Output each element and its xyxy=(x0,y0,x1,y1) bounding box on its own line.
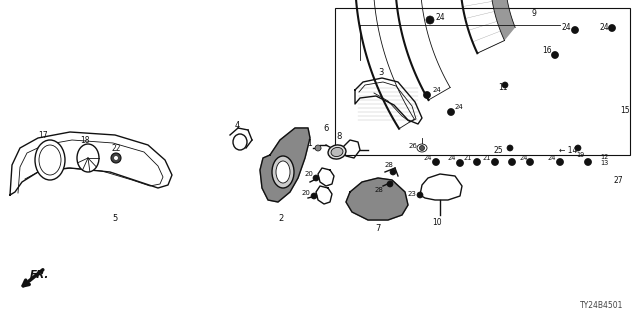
Circle shape xyxy=(456,159,463,166)
Circle shape xyxy=(507,145,513,151)
Circle shape xyxy=(417,192,423,198)
Circle shape xyxy=(572,27,579,34)
Ellipse shape xyxy=(39,145,61,175)
Circle shape xyxy=(474,158,481,165)
Text: 24: 24 xyxy=(455,104,464,110)
Ellipse shape xyxy=(77,144,99,172)
Circle shape xyxy=(315,145,321,151)
Bar xyxy=(335,8,630,155)
Text: 20: 20 xyxy=(302,190,311,196)
Text: 17: 17 xyxy=(38,131,47,140)
Ellipse shape xyxy=(272,156,294,188)
Text: ← 14: ← 14 xyxy=(559,146,577,155)
Text: 24: 24 xyxy=(424,155,433,161)
Text: 12: 12 xyxy=(600,154,609,160)
Ellipse shape xyxy=(331,148,343,156)
Text: 6: 6 xyxy=(323,124,328,132)
Polygon shape xyxy=(346,178,408,220)
Text: 24: 24 xyxy=(548,155,557,161)
Text: 21: 21 xyxy=(483,155,492,161)
Text: 24: 24 xyxy=(520,155,529,161)
Circle shape xyxy=(609,25,616,31)
Text: 1: 1 xyxy=(307,139,312,148)
Text: TY24B4501: TY24B4501 xyxy=(580,301,623,310)
Polygon shape xyxy=(260,128,310,202)
Text: 11: 11 xyxy=(498,83,508,92)
Circle shape xyxy=(509,158,515,165)
Circle shape xyxy=(502,82,508,88)
Text: 24: 24 xyxy=(562,22,572,31)
Text: 13: 13 xyxy=(600,160,608,166)
Text: 3: 3 xyxy=(378,68,383,76)
Ellipse shape xyxy=(328,145,346,159)
Circle shape xyxy=(311,193,317,199)
Text: 21: 21 xyxy=(464,155,472,161)
Text: 24: 24 xyxy=(600,22,610,31)
Circle shape xyxy=(557,158,563,165)
Ellipse shape xyxy=(417,144,427,152)
Circle shape xyxy=(433,158,440,165)
Circle shape xyxy=(527,158,534,165)
Text: 9: 9 xyxy=(531,9,536,18)
Circle shape xyxy=(552,52,559,59)
Text: 24: 24 xyxy=(448,155,456,161)
Text: 16: 16 xyxy=(542,45,552,54)
Text: 4: 4 xyxy=(235,121,240,130)
Circle shape xyxy=(114,156,118,160)
Text: 23: 23 xyxy=(408,191,417,197)
Text: FR.: FR. xyxy=(30,270,49,280)
Text: 22: 22 xyxy=(112,143,122,153)
Ellipse shape xyxy=(35,140,65,180)
Text: 20: 20 xyxy=(305,171,314,177)
Text: 7: 7 xyxy=(375,223,380,233)
Circle shape xyxy=(492,158,499,165)
Circle shape xyxy=(313,175,319,181)
Circle shape xyxy=(426,16,434,24)
Text: 26: 26 xyxy=(409,143,418,149)
Text: 28: 28 xyxy=(385,162,394,168)
Circle shape xyxy=(447,108,454,116)
Text: 15: 15 xyxy=(620,106,630,115)
Circle shape xyxy=(387,181,393,187)
Circle shape xyxy=(111,153,121,163)
Text: 10: 10 xyxy=(432,218,442,227)
Circle shape xyxy=(424,92,431,99)
Text: 27: 27 xyxy=(614,175,623,185)
Circle shape xyxy=(419,146,424,150)
Ellipse shape xyxy=(233,134,247,150)
Text: 24: 24 xyxy=(433,87,442,93)
Text: 2: 2 xyxy=(278,213,284,222)
Text: 19: 19 xyxy=(576,152,584,158)
Polygon shape xyxy=(490,0,527,41)
Text: 5: 5 xyxy=(112,213,117,222)
Text: 25: 25 xyxy=(493,146,502,155)
Circle shape xyxy=(390,169,396,175)
Text: 8: 8 xyxy=(336,132,341,140)
Circle shape xyxy=(584,158,591,165)
Text: 18: 18 xyxy=(80,135,90,145)
Ellipse shape xyxy=(276,161,290,183)
Text: 24: 24 xyxy=(436,12,445,21)
Text: 28: 28 xyxy=(375,187,384,193)
Circle shape xyxy=(575,145,581,151)
